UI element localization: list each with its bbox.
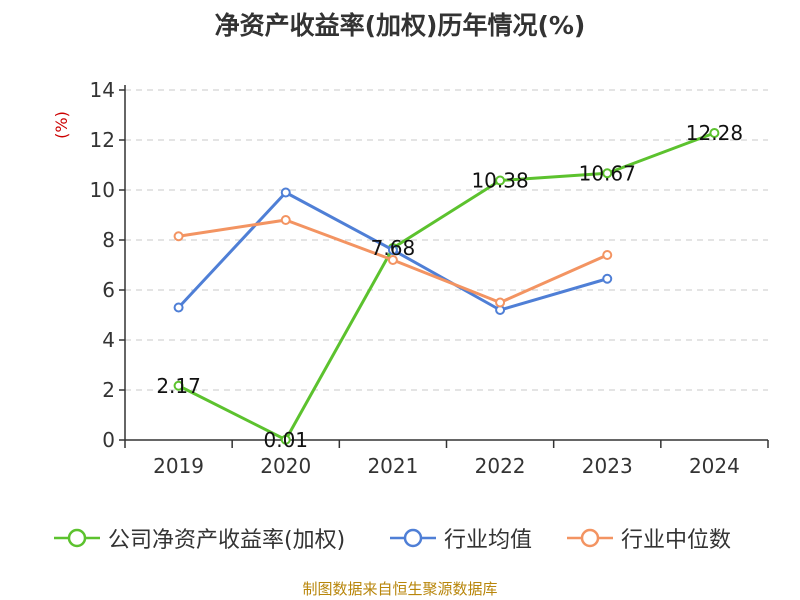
legend-label-industry-mean: 行业均值 [444,528,533,553]
data-label: 2.17 [156,374,201,398]
data-point [387,245,398,255]
y-tick-label: 4 [102,328,115,352]
x-tick-label: 2021 [367,454,418,478]
data-label: 12.28 [686,121,743,145]
x-tick-label: 2022 [475,454,526,478]
data-label: 0.01 [263,428,308,452]
data-point [173,231,184,242]
y-axis-label: (%) [52,111,71,139]
legend-item-industry-median[interactable]: 行业中位数 [565,518,731,558]
legend-marker-industry-median [567,528,613,548]
legend-label-company: 公司净资产收益率(加权) [108,528,346,553]
legend-item-industry-mean[interactable]: 行业均值 [388,518,532,558]
data-source-note: 制图数据来自恒生聚源数据库 [302,580,498,598]
data-point [387,255,398,265]
legend: 公司净资产收益率(加权) 行业均值 行业中位数 [0,518,800,558]
y-tick-label: 6 [102,278,115,302]
data-point [495,175,506,186]
legend-label-industry-median: 行业中位数 [621,528,732,553]
y-tick-label: 12 [90,128,115,152]
data-point [602,168,613,179]
data-point [602,250,613,260]
data-point [280,215,291,225]
y-tick-label: 10 [90,178,115,202]
gridlines [125,89,768,391]
y-tick-label: 14 [90,78,115,102]
data-point [173,380,184,391]
legend-marker-industry-mean [390,528,436,548]
y-tick-label: 2 [102,378,115,402]
data-point [495,297,506,308]
series-lines [173,128,720,445]
series-line-0 [177,131,715,442]
data-labels: 2.17 0.01 7.68 10.38 10.67 12.28 [156,121,743,452]
data-point [173,302,184,313]
x-tick-label: 2020 [260,454,311,478]
data-label: 10.38 [471,169,528,193]
y-tick-label: 0 [102,428,115,452]
data-point [602,273,613,284]
legend-item-company[interactable]: 公司净资产收益率(加权) [52,518,345,558]
x-tick-label: 2023 [582,454,633,478]
data-point [280,187,291,198]
x-tick-label: 2019 [153,454,204,478]
axes: 0 2 4 6 8 10 12 14 (%) 2019 2020 2021 2022 2023 2024 [52,78,769,478]
data-label: 7.68 [371,236,416,260]
data-point [280,434,291,445]
x-tick-label: 2024 [689,454,740,478]
data-label: 10.67 [579,161,636,185]
data-point [709,128,720,138]
y-tick-label: 8 [102,228,115,252]
chart-title: 净资产收益率(加权)历年情况(%) [214,11,586,40]
legend-marker-company [54,528,100,548]
